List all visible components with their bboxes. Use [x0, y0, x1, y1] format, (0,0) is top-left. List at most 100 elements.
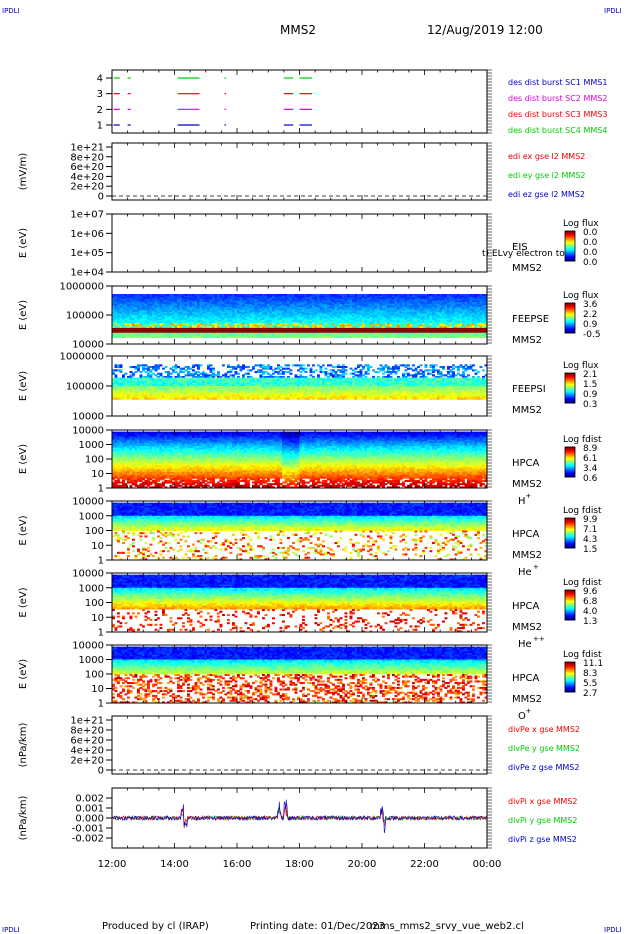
heatmap-cell — [182, 398, 185, 400]
heatmap-cell — [360, 336, 363, 338]
heatmap-cell — [150, 366, 153, 368]
y-axis-label: E (eV) — [18, 228, 29, 258]
y-tick-label: 1e+05 — [70, 248, 104, 259]
heatmap-cell — [120, 371, 123, 373]
heatmap-cell — [347, 336, 350, 338]
footer-printing-date: Printing date: 01/Dec/2023 — [250, 921, 385, 932]
heatmap-cell — [300, 336, 303, 338]
heatmap-cell — [452, 336, 455, 338]
heatmap-cell — [467, 336, 470, 338]
heatmap-cell — [442, 336, 445, 338]
corner-label-bottom-right: IPDLI — [604, 926, 622, 934]
heatmap-cell — [147, 336, 150, 338]
heatmap-cell — [387, 336, 390, 338]
heatmap-cell — [472, 336, 475, 338]
heatmap-cell — [177, 366, 180, 368]
y-tick-label: 0 — [98, 192, 104, 203]
heatmap-cell — [417, 336, 420, 338]
heatmap-cell — [460, 336, 463, 338]
heatmap-cell — [132, 398, 135, 400]
heatmap-cell — [357, 336, 360, 338]
heatmap-cell — [377, 336, 380, 338]
colorbar-tick-label: 0.9 — [583, 320, 598, 330]
heatmap-cell — [145, 398, 148, 400]
heatmap-cell — [262, 336, 265, 338]
heatmap-cell — [165, 371, 168, 373]
colorbar-tick-label: 0.0 — [583, 238, 598, 248]
heatmap-cell — [182, 371, 185, 373]
heatmap-cell — [335, 336, 338, 338]
heatmap-cell — [340, 336, 343, 338]
heatmap-cell — [172, 398, 175, 400]
heatmap-cell — [130, 371, 133, 373]
heatmap-cell — [140, 371, 143, 373]
colorbar-tick-label: -0.5 — [583, 330, 601, 340]
heatmap-cell — [152, 336, 155, 338]
legend-entry: des dist burst SC2 MMS2 — [508, 94, 607, 103]
heatmap-cell — [277, 336, 280, 338]
heatmap-cell — [140, 398, 143, 400]
heatmap-cell — [122, 336, 125, 338]
heatmap-cell — [445, 336, 448, 338]
heatmap-cell — [130, 336, 133, 338]
heatmap-cell — [172, 371, 175, 373]
heatmap-cell — [160, 374, 163, 376]
heatmap-cell — [297, 336, 300, 338]
colorbar-tick-label: 0.0 — [583, 258, 598, 268]
heatmap-cell — [430, 336, 433, 338]
heatmap-cell — [162, 368, 165, 370]
panel-frame — [112, 143, 487, 200]
heatmap-cell — [170, 368, 173, 370]
heatmap-cell — [182, 368, 185, 370]
y-tick-label: 1000000 — [59, 282, 104, 293]
heatmap-cell — [447, 336, 450, 338]
y-tick-label: 1e+04 — [70, 268, 104, 279]
heatmap-cell — [390, 336, 393, 338]
heatmap-cell — [332, 336, 335, 338]
y-tick-label: 1 — [97, 121, 103, 132]
heatmap-cell — [267, 336, 270, 338]
heatmap-cell — [135, 336, 138, 338]
colorbar-tick-label: 0.0 — [583, 228, 598, 238]
heatmap-cell — [137, 336, 140, 338]
colorbar-tick-label: 2.2 — [583, 310, 597, 320]
heatmap-cell — [145, 336, 148, 338]
heatmap-cell — [115, 336, 118, 338]
heatmap-cell — [305, 336, 308, 338]
heatmap-cell — [175, 398, 178, 400]
heatmap-cell — [140, 336, 143, 338]
heatmap-cell — [365, 336, 368, 338]
heatmap-cell — [220, 336, 223, 338]
heatmap-cell — [185, 398, 188, 400]
heatmap-cell — [392, 336, 395, 338]
heatmap-cell — [132, 374, 135, 376]
heatmap-cell — [185, 369, 188, 371]
heatmap-cell — [260, 336, 263, 338]
heatmap-cell — [375, 336, 378, 338]
heatmap-cell — [420, 336, 423, 338]
heatmap-cell — [435, 336, 438, 338]
heatmap-cell — [222, 336, 225, 338]
heatmap-cell — [170, 373, 173, 375]
heatmap-cell — [257, 336, 260, 338]
heatmap-cell — [200, 336, 203, 338]
heatmap-cell — [157, 398, 160, 400]
y-tick-label: 10000 — [72, 340, 104, 351]
panel-feepsi: E (eV)100000010000010000FEEPSIMMS2Log fl… — [18, 352, 599, 423]
heatmap-cell — [152, 398, 155, 400]
heatmap-cell — [192, 336, 195, 338]
heatmap-cell — [125, 336, 128, 338]
heatmap-cell — [422, 336, 425, 338]
legend-entry: des dist burst SC3 MMS3 — [508, 110, 607, 119]
heatmap-cell — [232, 336, 235, 338]
spacecraft-label: MMS2 — [512, 263, 542, 274]
heatmap-cell — [195, 336, 198, 338]
heatmap-cell — [135, 368, 138, 370]
heatmap-cell — [345, 336, 348, 338]
y-tick-label: 2 — [97, 105, 103, 116]
heatmap-cell — [157, 336, 160, 338]
heatmap-cell — [385, 336, 388, 338]
heatmap-cell — [162, 336, 165, 338]
heatmap-cell — [292, 336, 295, 338]
